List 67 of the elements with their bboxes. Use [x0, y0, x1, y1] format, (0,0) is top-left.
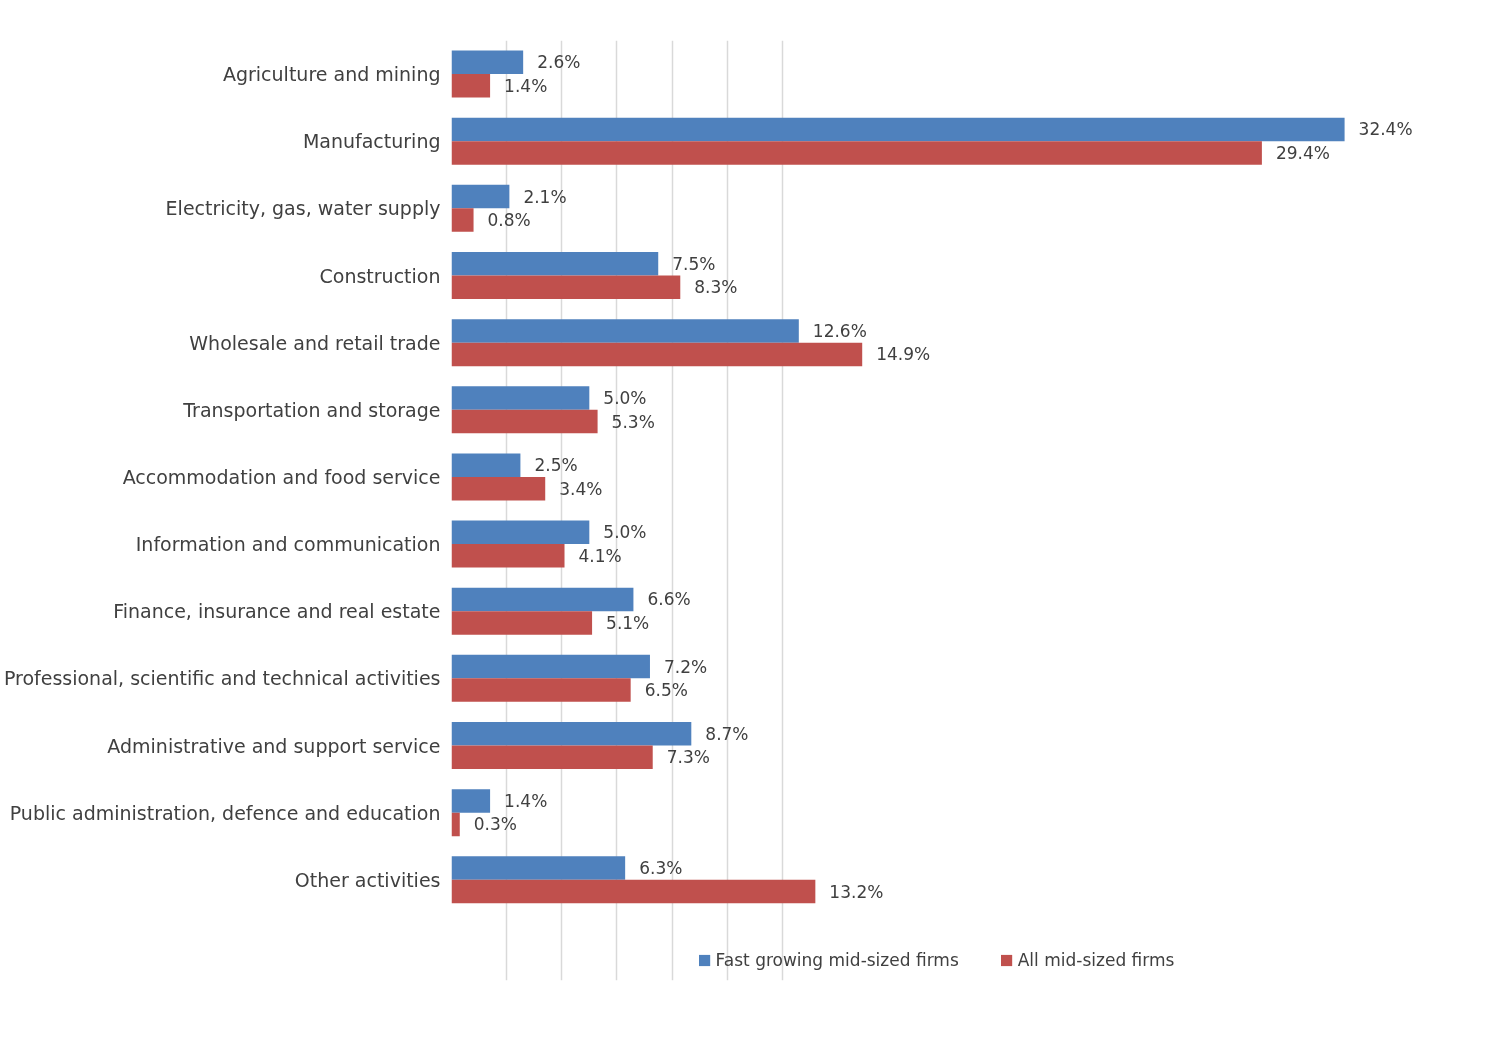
y-tick-label: Transportation and storage — [182, 398, 441, 421]
bar — [451, 117, 1345, 142]
bar — [451, 319, 799, 343]
bar — [451, 678, 631, 702]
bar — [451, 722, 692, 746]
bar — [451, 745, 653, 769]
data-label: 0.3% — [473, 814, 517, 835]
y-tick-label: Agriculture and mining — [222, 63, 441, 86]
data-label: 2.6% — [537, 52, 581, 73]
data-label: 1.4% — [504, 790, 548, 811]
bar — [451, 654, 650, 679]
bar — [451, 453, 521, 477]
bar — [451, 476, 546, 501]
data-label: 29.4% — [1275, 142, 1330, 163]
data-label: 12.6% — [812, 320, 867, 341]
data-label: 0.8% — [487, 210, 531, 231]
y-tick-label: Other activities — [294, 868, 441, 891]
data-label: 6.6% — [647, 589, 691, 610]
data-label: 1.4% — [504, 75, 548, 96]
bar — [451, 208, 474, 232]
data-label: 7.2% — [663, 656, 708, 677]
data-label: 5.1% — [606, 612, 650, 633]
data-label: 14.9% — [876, 344, 931, 365]
y-tick-label: Information and communication — [135, 533, 441, 556]
data-label: 5.3% — [611, 411, 655, 432]
data-label: 2.1% — [523, 186, 567, 207]
data-label: 3.4% — [559, 478, 603, 499]
bar — [451, 879, 816, 904]
bar — [451, 544, 565, 568]
bar — [451, 789, 491, 813]
bar — [451, 856, 626, 880]
bar — [451, 587, 634, 612]
bar — [451, 252, 659, 276]
y-tick-label: Accommodation and food service — [122, 465, 441, 488]
y-tick-label: Electricity, gas, water supply — [165, 197, 441, 220]
legend-label: Fast growing mid-sized firms — [715, 950, 959, 970]
bar — [451, 611, 593, 635]
data-label: 7.5% — [672, 253, 716, 274]
bar — [451, 812, 460, 837]
y-tick-label: Finance, insurance and real estate — [113, 600, 441, 623]
bar — [451, 409, 598, 434]
y-tick-label: Administrative and support service — [107, 734, 441, 757]
data-label: 13.2% — [829, 881, 884, 902]
bar — [451, 386, 590, 410]
y-tick-label: Professional, scientific and technical activities — [3, 667, 441, 690]
data-label: 2.5% — [534, 455, 578, 476]
bar — [451, 275, 681, 299]
bar — [451, 342, 863, 367]
y-tick-label: Public administration, defence and education — [9, 801, 441, 824]
data-label: 6.5% — [644, 680, 688, 701]
y-tick-label: Construction — [319, 264, 441, 287]
bar — [451, 141, 1262, 165]
bar — [451, 74, 491, 98]
bar — [451, 50, 524, 75]
data-label: 5.0% — [603, 522, 647, 543]
bar — [451, 520, 590, 545]
legend-label: All mid-sized firms — [1017, 950, 1175, 970]
bar — [451, 184, 510, 209]
data-label: 4.1% — [578, 545, 622, 566]
data-label: 8.3% — [694, 277, 738, 298]
data-label: 7.3% — [666, 747, 710, 768]
data-label: 8.7% — [705, 723, 749, 744]
y-tick-label: Manufacturing — [302, 130, 441, 153]
y-tick-label: Wholesale and retail trade — [189, 331, 441, 354]
data-label: 5.0% — [603, 388, 647, 409]
data-label: 32.4% — [1358, 119, 1413, 140]
data-label: 6.3% — [639, 858, 683, 879]
